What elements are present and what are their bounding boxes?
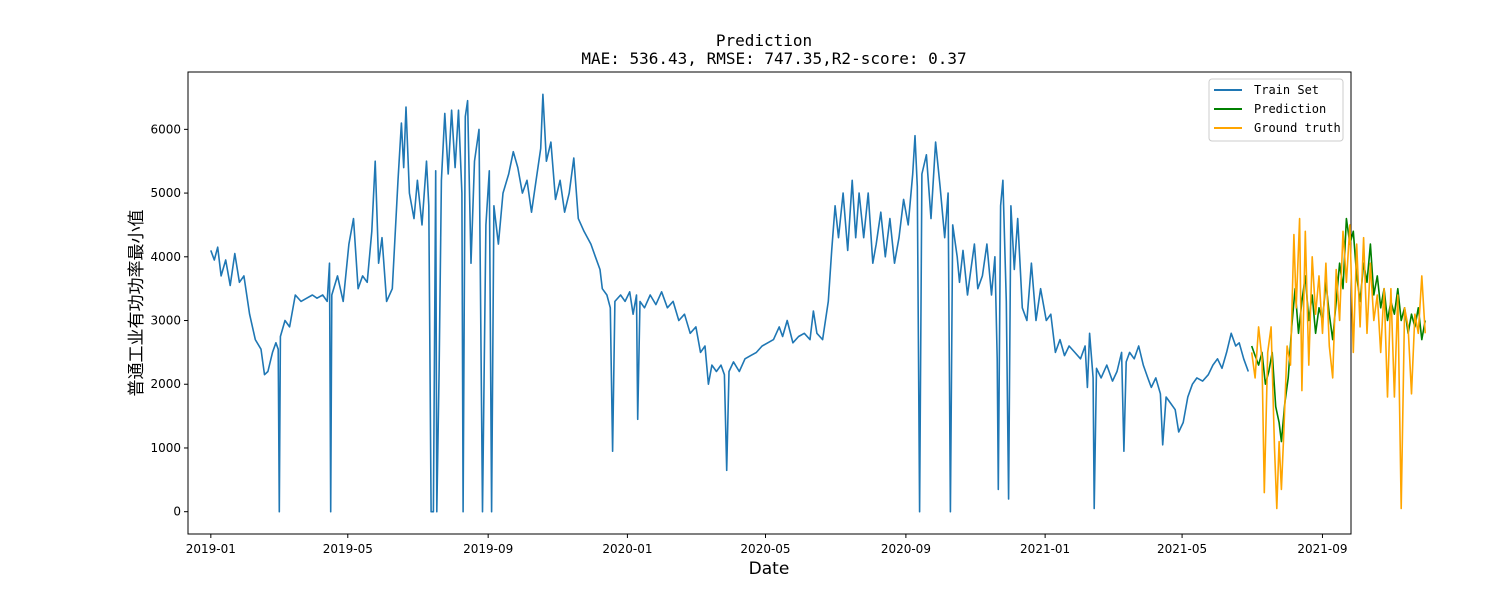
y-tick-label: 3000 — [150, 314, 181, 328]
x-axis: 2019-01 2019-05 2019-09 2020-01 2020-05 2020-… — [186, 534, 1348, 556]
y-axis: 0 1000 2000 3000 4000 5000 6000 — [150, 122, 188, 519]
x-tick-label: 2020-09 — [881, 542, 931, 556]
x-axis-label: Date — [749, 559, 790, 579]
legend-label-3: Ground truth — [1254, 121, 1341, 135]
y-axis-label: 普通工业有功功率最小值 — [127, 210, 147, 397]
x-tick-label: 2019-05 — [323, 542, 373, 556]
series-line-2 — [1250, 217, 1426, 443]
series-line-3 — [1250, 217, 1426, 510]
legend: Train Set Prediction Ground truth — [1208, 78, 1344, 142]
y-tick-label: 6000 — [150, 122, 181, 136]
plot-area — [187, 71, 1352, 535]
legend-label-2: Prediction — [1254, 102, 1326, 116]
x-tick-label: 2021-01 — [1020, 542, 1070, 556]
y-tick-label: 2000 — [150, 377, 181, 391]
legend-frame — [1208, 78, 1344, 142]
x-tick-label: 2020-05 — [740, 542, 790, 556]
x-tick-label: 2021-09 — [1297, 542, 1347, 556]
legend-label-1: Train Set — [1254, 83, 1319, 97]
y-tick-label: 5000 — [150, 186, 181, 200]
series-layer — [210, 93, 1426, 513]
y-tick-label: 1000 — [150, 441, 181, 455]
chart-title: Prediction — [716, 31, 812, 50]
x-tick-label: 2020-01 — [602, 542, 652, 556]
x-tick-label: 2019-01 — [186, 542, 236, 556]
x-tick-label: 2019-09 — [463, 542, 513, 556]
y-tick-label: 4000 — [150, 250, 181, 264]
y-tick-label: 0 — [173, 505, 181, 519]
series-line-1 — [210, 93, 1250, 513]
x-tick-label: 2021-05 — [1157, 542, 1207, 556]
chart-subtitle: MAE: 536.43, RMSE: 747.35,R2-score: 0.37 — [581, 49, 966, 68]
